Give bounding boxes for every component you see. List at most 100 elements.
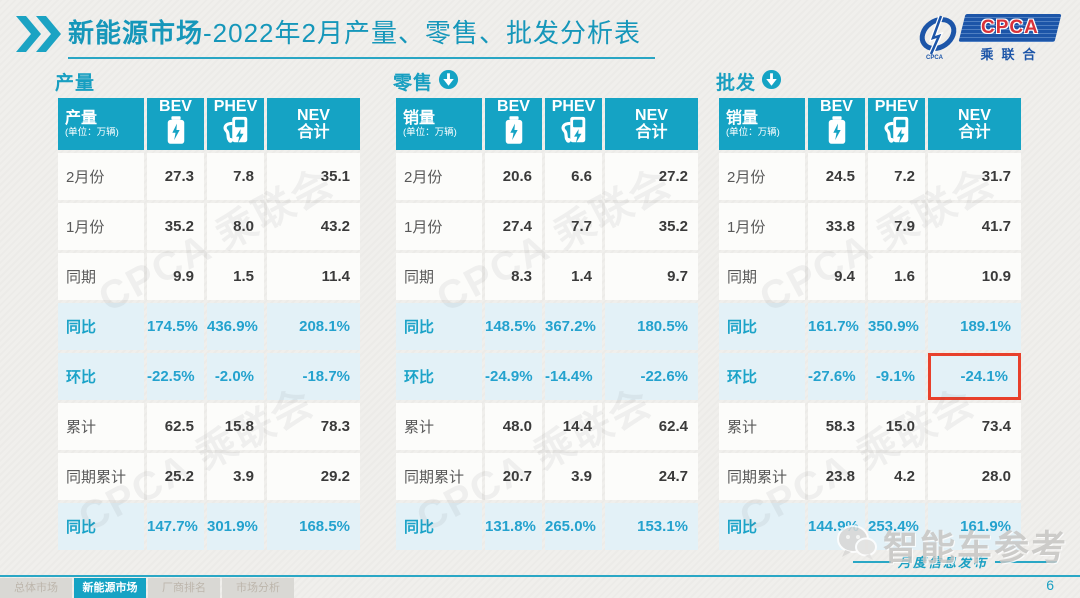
column-label-line2: 合计: [958, 123, 991, 141]
tab-0[interactable]: 总体市场: [0, 578, 72, 598]
value-cell: -14.4%: [545, 353, 602, 400]
cpca-swoosh-icon: CPCA: [916, 12, 962, 65]
data-table-产量: CPCA 乘联会CPCA 乘联会产量产量(单位：万辆)BEVPHEVNEV合计2…: [55, 68, 363, 553]
header-row: 销量 (单位：万辆) BEV PHEV NEV 合计: [719, 98, 1021, 150]
value-cell: 35.1: [267, 153, 360, 200]
data-table: 产量 (单位：万辆) BEV PHEV NEV 合计 2月份 27.3 7.8 35.1 1月份 35…: [55, 95, 363, 553]
section-label: 零售: [393, 73, 434, 94]
row-label: 环比: [396, 353, 482, 400]
value-cell: 1.5: [207, 253, 264, 300]
table-row: 同期累计 25.2 3.9 29.2: [58, 453, 360, 500]
value-cell: 265.0%: [545, 503, 602, 550]
row-label: 同期: [58, 253, 144, 300]
page-title: 新能源市场-2022年2月产量、零售、批发分析表: [68, 13, 655, 59]
value-cell: -22.6%: [605, 353, 698, 400]
double-chevron-icon: [16, 16, 64, 57]
value-cell: 9.4: [808, 253, 865, 300]
column-label: NEV: [297, 106, 330, 124]
value-cell: 27.4: [485, 203, 542, 250]
row-label: 同比: [719, 303, 805, 350]
value-cell: 73.4: [928, 403, 1021, 450]
value-cell: 24.7: [605, 453, 698, 500]
column-header-phev: PHEV: [868, 98, 925, 150]
column-label: PHEV: [874, 98, 919, 115]
tab-2[interactable]: 厂商排名: [148, 578, 220, 598]
column-header-bev: BEV: [147, 98, 204, 150]
table-row: 同比 161.7% 350.9% 189.1%: [719, 303, 1021, 350]
header-row: 销量 (单位：万辆) BEV PHEV NEV 合计: [396, 98, 698, 150]
table-row: 累计 62.5 15.8 78.3: [58, 403, 360, 450]
value-cell: 62.5: [147, 403, 204, 450]
value-cell: 3.9: [545, 453, 602, 500]
value-cell: 180.5%: [605, 303, 698, 350]
svg-text:CPCA: CPCA: [926, 55, 944, 60]
table-row: 同期累计 20.7 3.9 24.7: [396, 453, 698, 500]
value-cell: 8.3: [485, 253, 542, 300]
value-cell: 27.3: [147, 153, 204, 200]
column-label-line2: 合计: [297, 123, 330, 141]
section-label: 产量: [55, 73, 96, 94]
table-row: 同比 148.5% 367.2% 180.5%: [396, 303, 698, 350]
value-cell: 253.4%: [868, 503, 925, 550]
row-label: 2月份: [396, 153, 482, 200]
value-cell: 25.2: [147, 453, 204, 500]
value-cell: 29.2: [267, 453, 360, 500]
value-cell: 58.3: [808, 403, 865, 450]
table-row: 环比 -24.9% -14.4% -22.6%: [396, 353, 698, 400]
value-cell: -27.6%: [808, 353, 865, 400]
value-cell: 28.0: [928, 453, 1021, 500]
row-label: 同比: [719, 503, 805, 550]
value-cell: 27.2: [605, 153, 698, 200]
table-row: 同比 144.9% 253.4% 161.9%: [719, 503, 1021, 550]
value-cell: -18.7%: [267, 353, 360, 400]
corner-unit-note: (单位：万辆): [726, 127, 780, 138]
divider-dash: [853, 560, 891, 563]
column-label: BEV: [820, 98, 853, 115]
column-label: NEV: [958, 106, 991, 124]
value-cell: 7.7: [545, 203, 602, 250]
battery-icon: [826, 116, 848, 149]
page-title-rest: -2022年2月产量、零售、批发分析表: [203, 18, 641, 48]
data-table-零售: CPCA 乘联会CPCA 乘联会零售销量(单位：万辆)BEVPHEVNEV合计2…: [393, 68, 701, 553]
table-row: 2月份 27.3 7.8 35.1: [58, 153, 360, 200]
value-cell: 161.7%: [808, 303, 865, 350]
value-cell: 350.9%: [868, 303, 925, 350]
value-cell: 43.2: [267, 203, 360, 250]
table-row: 环比 -27.6% -9.1% -24.1%: [719, 353, 1021, 400]
value-cell: 4.2: [868, 453, 925, 500]
value-cell: 62.4: [605, 403, 698, 450]
row-label: 2月份: [719, 153, 805, 200]
table-row: 1月份 35.2 8.0 43.2: [58, 203, 360, 250]
row-label: 同比: [58, 503, 144, 550]
tab-1[interactable]: 新能源市场: [74, 578, 146, 598]
value-cell: 15.0: [868, 403, 925, 450]
corner-label: 销量: [726, 110, 759, 127]
table-row: 环比 -22.5% -2.0% -18.7%: [58, 353, 360, 400]
value-cell: 41.7: [928, 203, 1021, 250]
column-label: PHEV: [213, 98, 258, 115]
value-cell: 367.2%: [545, 303, 602, 350]
down-arrow-circle-icon: [761, 69, 782, 95]
data-table: 销量 (单位：万辆) BEV PHEV NEV 合计 2月份 20.6 6.6 27.2 1月份 27…: [393, 95, 701, 553]
corner-header-cell: 销量 (单位：万辆): [719, 98, 805, 150]
value-cell: 174.5%: [147, 303, 204, 350]
value-cell: 23.8: [808, 453, 865, 500]
row-label: 1月份: [719, 203, 805, 250]
down-arrow-circle-icon: [438, 69, 459, 95]
cpca-logo-text: CPCA: [981, 17, 1039, 38]
section-heading: 产量: [55, 68, 363, 95]
corner-label: 产量: [65, 110, 98, 127]
row-label: 同期: [719, 253, 805, 300]
tab-3[interactable]: 市场分析: [222, 578, 294, 598]
value-cell: 153.1%: [605, 503, 698, 550]
value-cell: 31.7: [928, 153, 1021, 200]
value-cell: 6.6: [545, 153, 602, 200]
corner-unit-note: (单位：万辆): [65, 127, 119, 138]
row-label: 环比: [58, 353, 144, 400]
value-cell: 78.3: [267, 403, 360, 450]
column-header-nev: NEV 合计: [605, 98, 698, 150]
section-heading: 零售: [393, 68, 701, 95]
value-cell: 35.2: [605, 203, 698, 250]
value-cell: 20.6: [485, 153, 542, 200]
footer-tab-bar: 总体市场 新能源市场 厂商排名 市场分析: [0, 578, 294, 598]
